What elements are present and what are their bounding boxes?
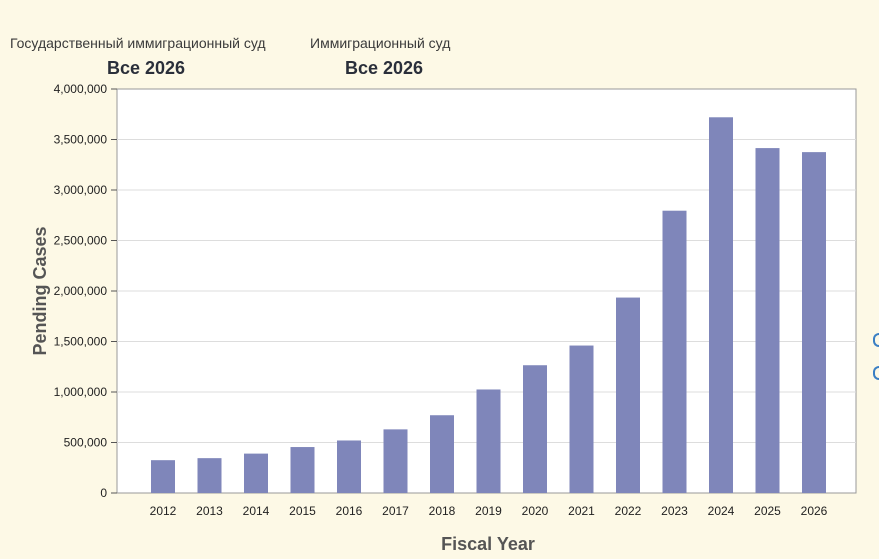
bar-2022[interactable] <box>616 297 640 493</box>
bar-2018[interactable] <box>430 415 454 493</box>
x-tick-label: 2016 <box>336 504 363 518</box>
y-axis-title: Pending Cases <box>30 226 50 355</box>
court-filter-value[interactable]: Все 2026 <box>345 58 424 78</box>
edge-control-2[interactable] <box>873 366 879 380</box>
x-tick-label: 2024 <box>708 504 735 518</box>
court-filter-label: Иммиграционный суд <box>310 35 451 51</box>
x-tick-label: 2021 <box>568 504 595 518</box>
x-tick-label: 2012 <box>150 504 177 518</box>
x-tick-label: 2014 <box>243 504 270 518</box>
y-tick-label: 4,000,000 <box>54 82 108 96</box>
bar-2012[interactable] <box>151 460 175 493</box>
bar-2014[interactable] <box>244 453 268 493</box>
x-tick-label: 2023 <box>661 504 688 518</box>
bar-2017[interactable] <box>383 429 408 493</box>
bar-2026[interactable] <box>802 152 826 493</box>
x-tick-label: 2018 <box>429 504 456 518</box>
y-tick-label: 3,000,000 <box>54 183 108 197</box>
bar-2021[interactable] <box>569 345 594 493</box>
state-court-filter-value[interactable]: Все 2026 <box>107 58 186 78</box>
y-tick-label: 0 <box>100 486 107 500</box>
edge-control-1[interactable] <box>873 333 879 347</box>
y-tick-label: 2,500,000 <box>54 234 108 248</box>
bar-2016[interactable] <box>337 440 361 493</box>
y-tick-label: 3,500,000 <box>54 133 108 147</box>
y-tick-label: 2,000,000 <box>54 284 108 298</box>
bar-2013[interactable] <box>197 458 222 493</box>
y-tick-label: 500,000 <box>64 436 108 450</box>
x-tick-label: 2013 <box>196 504 223 518</box>
x-tick-label: 2020 <box>522 504 549 518</box>
x-tick-label: 2022 <box>615 504 642 518</box>
x-tick-label: 2026 <box>801 504 828 518</box>
x-axis-title: Fiscal Year <box>441 534 535 554</box>
state-court-filter-label: Государственный иммиграционный суд <box>10 35 266 51</box>
bar-2019[interactable] <box>476 389 501 493</box>
bar-2023[interactable] <box>662 210 687 493</box>
bar-2015[interactable] <box>290 447 315 493</box>
x-tick-label: 2019 <box>475 504 502 518</box>
bar-2020[interactable] <box>523 365 547 493</box>
x-tick-label: 2025 <box>754 504 781 518</box>
y-tick-label: 1,000,000 <box>54 385 108 399</box>
y-tick-label: 1,500,000 <box>54 335 108 349</box>
bar-2025[interactable] <box>755 148 780 493</box>
bar-2024[interactable] <box>709 117 733 493</box>
x-tick-label: 2015 <box>289 504 316 518</box>
x-tick-label: 2017 <box>382 504 409 518</box>
